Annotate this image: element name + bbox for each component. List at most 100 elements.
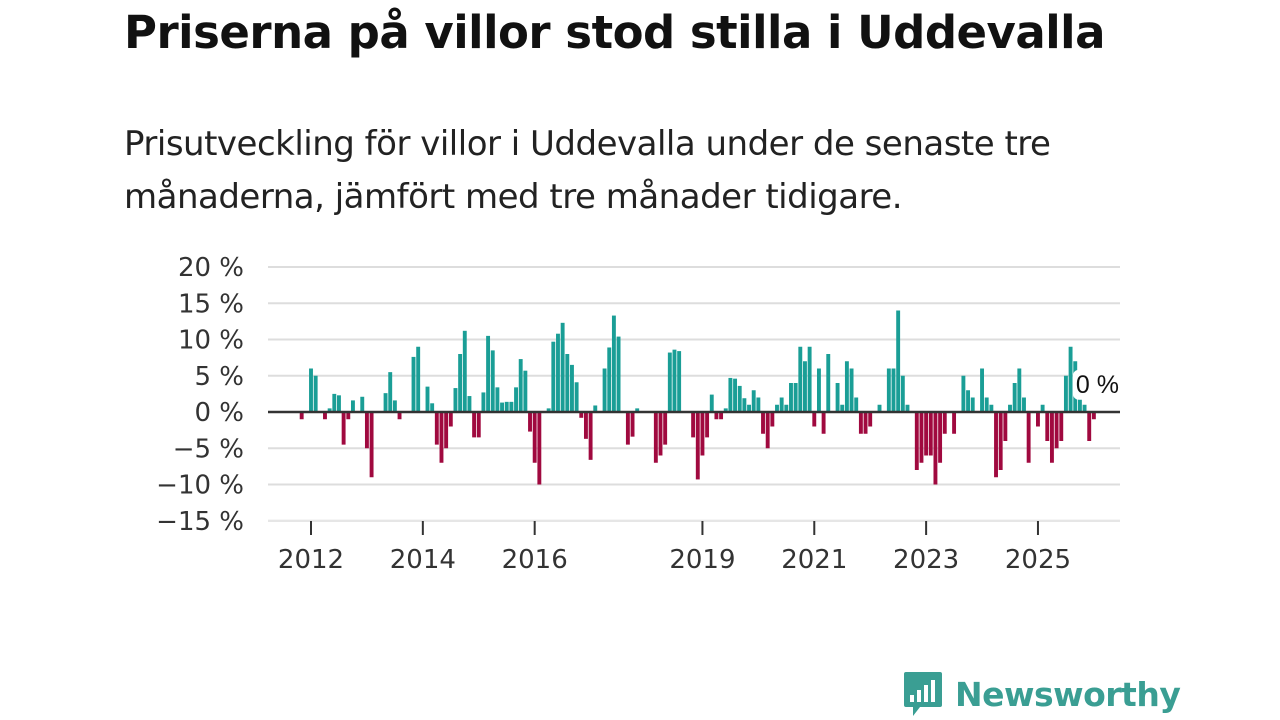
bar bbox=[360, 396, 365, 412]
bar bbox=[840, 404, 845, 412]
bar bbox=[299, 412, 304, 420]
axes: 20 % 15 % 10 % 5 % 0 % −5 % −10 % −15 % 2012 2014… bbox=[156, 253, 1120, 575]
bar bbox=[1003, 412, 1008, 441]
bar bbox=[984, 397, 989, 412]
bar bbox=[1026, 412, 1031, 463]
bar bbox=[924, 412, 929, 456]
bar bbox=[942, 412, 947, 434]
bar bbox=[761, 412, 765, 434]
bar bbox=[416, 346, 421, 412]
bar bbox=[486, 335, 491, 413]
y-tick-label: −5 % bbox=[173, 434, 244, 464]
bar bbox=[961, 375, 966, 412]
bar bbox=[877, 404, 882, 412]
bar bbox=[556, 333, 560, 412]
bar bbox=[392, 400, 397, 412]
bar bbox=[588, 412, 593, 460]
bar bbox=[919, 412, 924, 463]
bar bbox=[812, 412, 817, 427]
bar bbox=[691, 412, 696, 438]
bar bbox=[439, 412, 444, 463]
bar bbox=[1008, 404, 1012, 412]
bar bbox=[1045, 412, 1050, 441]
bar bbox=[854, 397, 859, 412]
chart-subtitle: Prisutveckling för villor i Uddevalla un… bbox=[124, 124, 1051, 217]
bar bbox=[425, 386, 430, 413]
bar bbox=[327, 408, 332, 413]
gridlines bbox=[268, 266, 1120, 522]
bar bbox=[994, 412, 998, 478]
bar bbox=[323, 412, 327, 420]
brand-logo: Newsworthy bbox=[903, 671, 1181, 717]
bar bbox=[933, 412, 938, 485]
bar bbox=[998, 412, 1003, 470]
bar bbox=[565, 354, 570, 412]
bar bbox=[337, 395, 341, 412]
bar bbox=[570, 364, 574, 413]
y-tick-label: 0 % bbox=[194, 398, 244, 428]
bar bbox=[821, 412, 826, 434]
bar bbox=[1049, 412, 1054, 463]
bar bbox=[733, 378, 738, 412]
bar bbox=[858, 412, 863, 434]
x-tick-label: 2025 bbox=[1005, 545, 1071, 575]
bar bbox=[509, 401, 514, 412]
bar bbox=[886, 368, 891, 412]
bar bbox=[528, 412, 532, 432]
bar bbox=[523, 370, 528, 413]
bar bbox=[350, 400, 355, 412]
bar bbox=[989, 404, 994, 412]
bar bbox=[332, 393, 337, 413]
bar bbox=[607, 347, 612, 413]
bar bbox=[807, 346, 812, 412]
bar bbox=[770, 412, 775, 427]
y-tick-label: −10 % bbox=[156, 471, 244, 501]
bar bbox=[667, 352, 672, 412]
bar bbox=[309, 368, 313, 412]
bar bbox=[695, 412, 700, 480]
bar bbox=[751, 390, 756, 412]
bar bbox=[723, 408, 728, 413]
bar bbox=[868, 412, 873, 427]
bar bbox=[835, 383, 840, 412]
bar bbox=[490, 350, 495, 413]
bar bbox=[1082, 404, 1087, 412]
bar bbox=[458, 354, 463, 412]
bar bbox=[1017, 368, 1022, 412]
bar bbox=[444, 412, 449, 449]
bar bbox=[705, 412, 710, 438]
bar bbox=[700, 412, 705, 456]
bar bbox=[863, 412, 868, 434]
bar bbox=[448, 412, 453, 427]
bar bbox=[742, 398, 747, 412]
x-tick-label: 2021 bbox=[781, 545, 847, 575]
bar bbox=[369, 412, 374, 478]
bar bbox=[504, 401, 509, 412]
bar bbox=[653, 412, 658, 463]
y-tick-label: 15 % bbox=[178, 289, 244, 319]
bar bbox=[1059, 412, 1064, 441]
bar bbox=[625, 412, 630, 445]
bar bbox=[756, 397, 761, 412]
bar bbox=[472, 412, 477, 438]
bar bbox=[411, 356, 416, 412]
bar bbox=[658, 412, 663, 456]
bar bbox=[900, 375, 905, 412]
bar bbox=[798, 346, 803, 412]
bar bbox=[481, 392, 486, 413]
bar bbox=[1068, 346, 1073, 412]
bar bbox=[816, 368, 821, 412]
brand-name: Newsworthy bbox=[955, 674, 1181, 714]
bar bbox=[579, 412, 584, 418]
bar bbox=[616, 336, 621, 412]
bar bbox=[583, 412, 588, 439]
bar bbox=[602, 368, 607, 412]
bar bbox=[1012, 383, 1017, 412]
bar bbox=[397, 412, 402, 420]
bar bbox=[434, 412, 439, 445]
newsworthy-logo-icon bbox=[904, 672, 942, 716]
bar bbox=[462, 330, 467, 412]
bar bbox=[938, 412, 943, 463]
bar bbox=[495, 387, 500, 412]
bar bbox=[905, 404, 910, 412]
